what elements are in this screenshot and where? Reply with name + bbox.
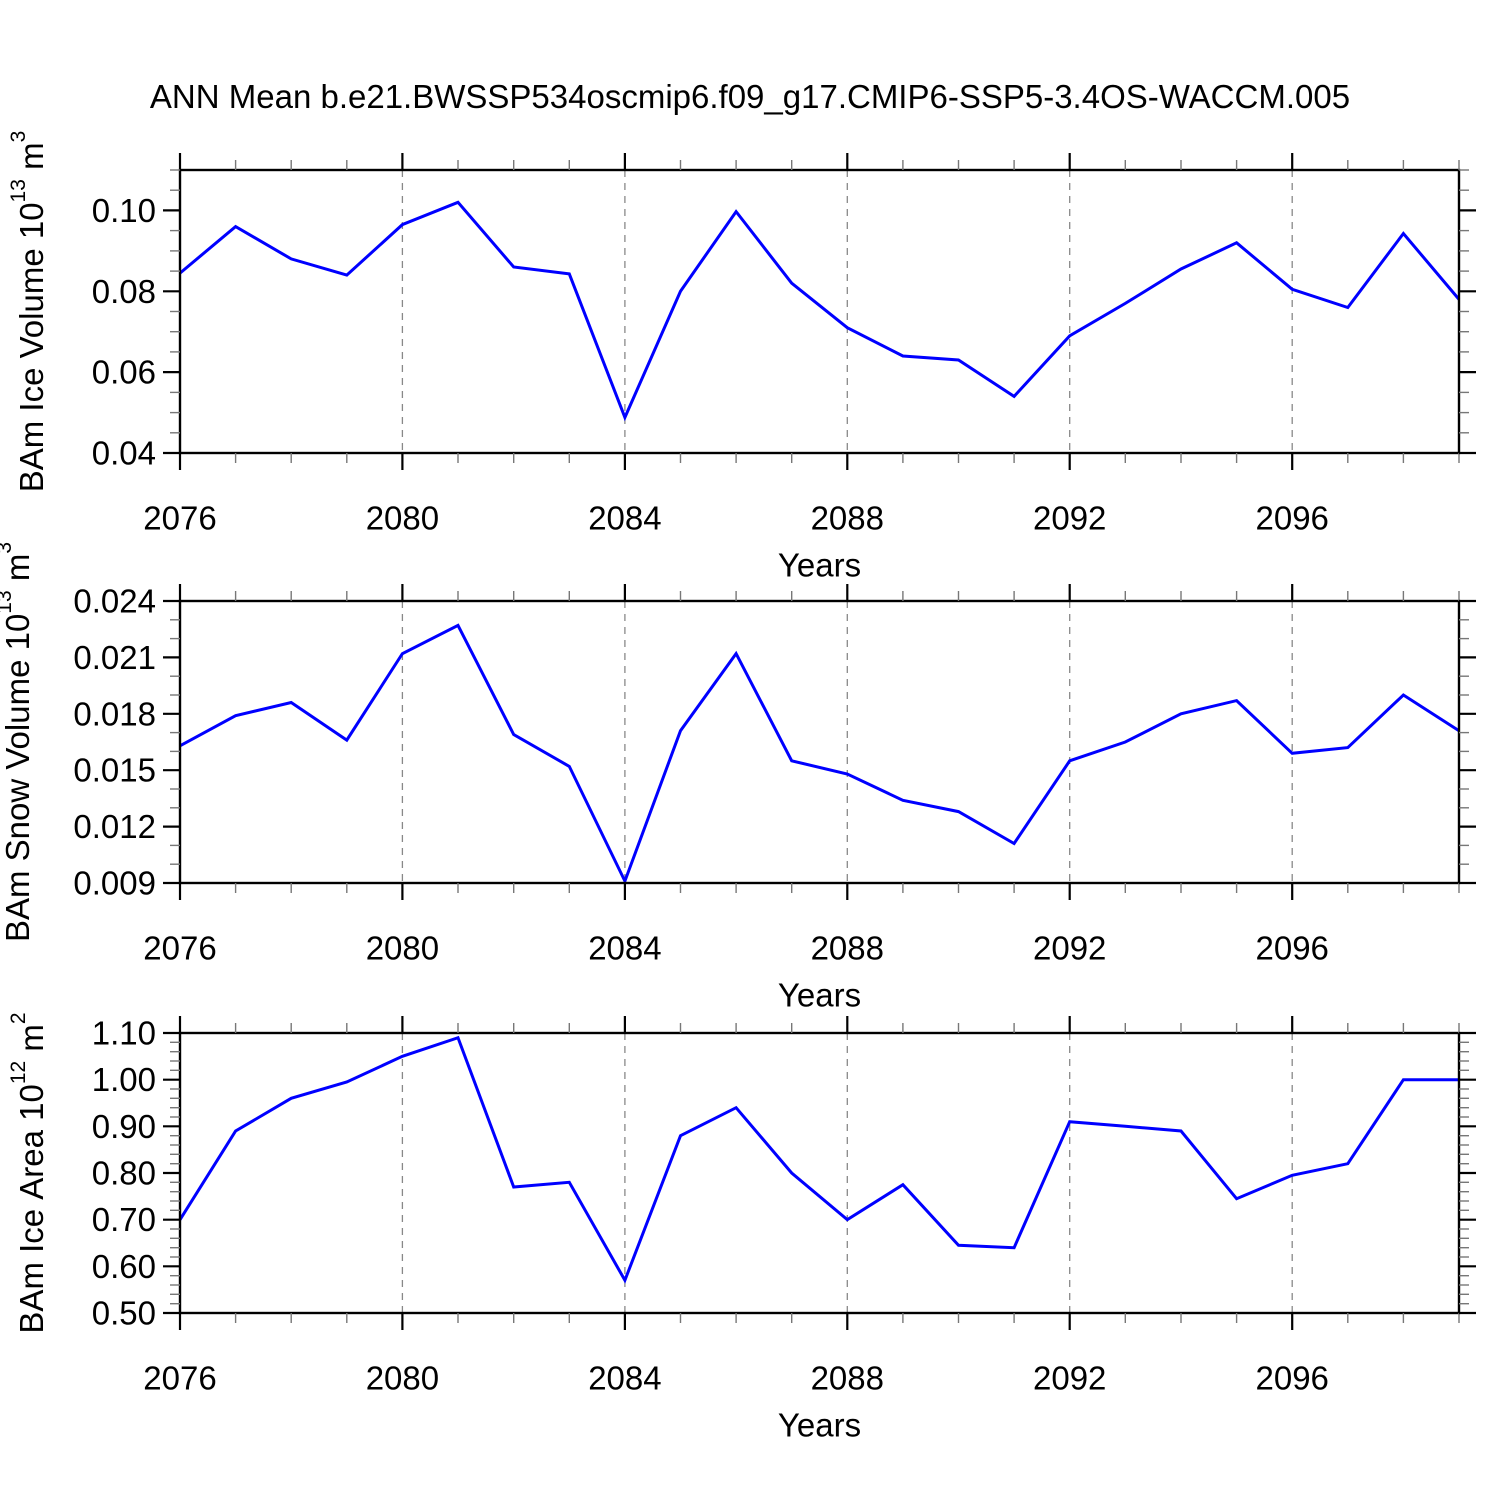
label-text: m (0, 554, 36, 591)
y-tick-label: 0.90 (92, 1108, 156, 1145)
x-tick-label: 2080 (366, 930, 439, 967)
x-tick-label: 2084 (588, 1360, 661, 1397)
x-tick-label: 2092 (1033, 930, 1106, 967)
x-tick-label: 2096 (1255, 1360, 1328, 1397)
x-tick-label: 2088 (811, 930, 884, 967)
y-tick-label: 0.80 (92, 1155, 156, 1192)
x-tick-label: 2084 (588, 500, 661, 537)
y-tick-label: 0.021 (73, 639, 156, 676)
superscript: 13 (7, 179, 30, 202)
data-line (179, 623, 1460, 885)
superscript: 3 (7, 131, 30, 143)
superscript: 3 (0, 542, 16, 554)
y-tick-label: 0.015 (73, 752, 156, 789)
y-tick-label: 0.018 (73, 695, 156, 732)
label-text: BAm Snow Volume 10 (0, 614, 36, 942)
y-axis-title: BAm Snow Volume 1013 m3 (0, 542, 36, 942)
x-tick-label: 2092 (1033, 1360, 1106, 1397)
x-tick-label: 2084 (588, 930, 661, 967)
data-line (178, 1035, 1459, 1284)
data-line (179, 200, 1461, 422)
x-tick-label: 2096 (1255, 500, 1328, 537)
x-tick-label: 2088 (811, 1360, 884, 1397)
label-text: BAm Ice Volume 10 (13, 202, 50, 492)
x-axis-title: Years (778, 977, 861, 1014)
y-tick-label: 0.06 (92, 354, 156, 391)
y-tick-label: 1.10 (92, 1015, 156, 1052)
panel-1-bam-ice-volume: 0.04 0.06 0.08 0.10 2076 2080 2084 2088 2092 2096… (7, 131, 1476, 584)
y-tick-label: 1.00 (92, 1061, 156, 1098)
panel-3-bam-ice-area: 0.50 0.60 0.70 0.80 0.90 1.00 1.10 2076 2080 2084… (7, 1012, 1476, 1444)
panel-2-bam-snow-volume: 0.009 0.012 0.015 0.018 0.021 0.024 2076 2080 20… (0, 542, 1476, 1014)
y-tick-label: 0.10 (92, 192, 156, 229)
x-tick-label: 2076 (143, 500, 216, 537)
plot-frame (178, 1031, 1461, 1315)
y-axis-title: BAm Ice Volume 1013 m3 (7, 131, 50, 493)
x-tick-label: 2076 (143, 930, 216, 967)
plot-frame (178, 168, 1461, 455)
y-tick-label: 0.70 (92, 1201, 156, 1238)
x-tick-label: 2080 (366, 1360, 439, 1397)
label-text: BAm Ice Area 10 (13, 1084, 50, 1333)
y-tick-label: 0.012 (73, 808, 156, 845)
x-axis-title: Years (778, 547, 861, 584)
superscript: 2 (7, 1012, 30, 1024)
chart-title: ANN Mean b.e21.BWSSP534oscmip6.f09_g17.C… (150, 78, 1350, 115)
y-tick-label: 0.50 (92, 1295, 156, 1332)
label-text: m (13, 1024, 50, 1061)
x-axis-title: Years (778, 1407, 861, 1444)
x-tick-label: 2076 (143, 1360, 216, 1397)
x-tick-label: 2088 (811, 500, 884, 537)
y-tick-label: 0.04 (92, 435, 156, 472)
y-axis-title: BAm Ice Area 1012 m2 (7, 1012, 50, 1333)
superscript: 13 (0, 590, 16, 613)
y-tick-label: 0.009 (73, 865, 156, 902)
plot-frame (178, 599, 1461, 885)
y-tick-label: 0.024 (73, 583, 156, 620)
x-tick-label: 2080 (366, 500, 439, 537)
y-tick-label: 0.60 (92, 1248, 156, 1285)
x-tick-label: 2096 (1255, 930, 1328, 967)
y-tick-label: 0.08 (92, 273, 156, 310)
label-text: m (13, 142, 50, 179)
x-tick-label: 2092 (1033, 500, 1106, 537)
superscript: 12 (7, 1061, 30, 1084)
